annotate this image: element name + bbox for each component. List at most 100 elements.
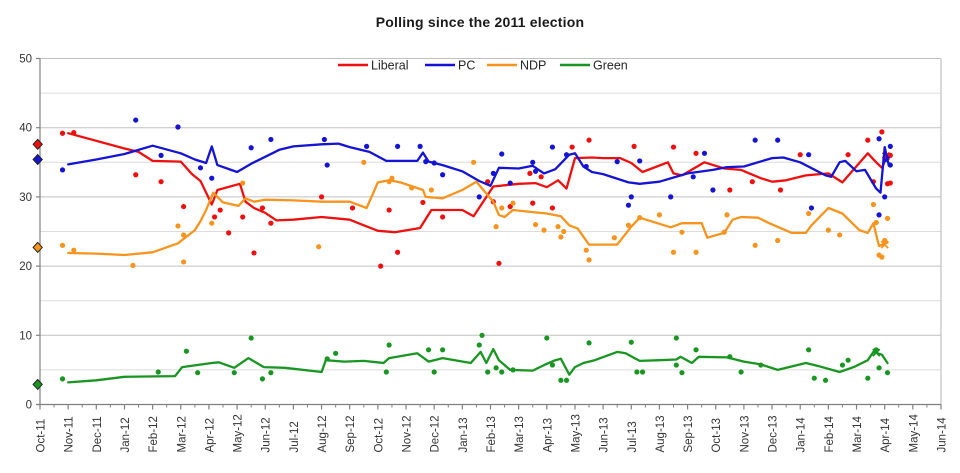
poll-dot-ndp xyxy=(59,242,66,248)
poll-dot-green xyxy=(485,369,491,375)
poll-dot-green xyxy=(440,347,446,353)
poll-dot-ndp xyxy=(471,159,477,165)
poll-dot-pc xyxy=(440,172,446,178)
poll-dot-pc xyxy=(133,117,139,123)
poll-dot-pc xyxy=(701,150,708,156)
poll-dot-ndp xyxy=(884,215,891,221)
poll-dot-pc xyxy=(808,205,815,211)
poll-dot-green xyxy=(839,362,846,368)
poll-dot-pc xyxy=(507,180,513,186)
poll-dot-pc xyxy=(248,145,254,151)
x-tick-label: Mar-12 xyxy=(176,416,188,452)
poll-dot-green xyxy=(231,370,237,376)
poll-dot-liberal xyxy=(631,143,637,149)
poll-dot-liberal xyxy=(749,179,755,185)
poll-dot-green xyxy=(383,369,389,375)
x-tick-label: Jan-12 xyxy=(120,417,132,452)
poll-dot-liberal xyxy=(158,179,164,185)
poll-dot-green xyxy=(549,362,556,368)
poll-dot-liberal xyxy=(797,152,803,158)
x-tick-label: Jul-13 xyxy=(627,421,639,452)
poll-dot-green xyxy=(558,377,564,383)
legend-label-ndp: NDP xyxy=(520,59,546,73)
poll-dot-green xyxy=(425,347,432,353)
poll-dot-green xyxy=(333,350,339,356)
poll-dot-liberal xyxy=(349,205,356,211)
poll-dot-ndp xyxy=(541,227,547,233)
poll-dot-ndp xyxy=(693,249,699,255)
current-average-x-ndp xyxy=(880,240,889,249)
poll-dot-liberal xyxy=(586,137,592,143)
poll-dot-pc xyxy=(637,158,643,164)
poll-dot-pc xyxy=(324,162,330,168)
poll-dot-pc xyxy=(476,194,482,200)
poll-dot-pc xyxy=(876,136,882,142)
trend-line-green xyxy=(67,347,889,384)
x-tick-label: Apr-13 xyxy=(542,418,554,453)
poll-dot-green xyxy=(586,340,592,346)
trend-line-pc xyxy=(67,142,891,194)
poll-dot-green xyxy=(268,370,274,376)
poll-dot-ndp xyxy=(71,247,77,253)
axes xyxy=(37,58,941,406)
poll-dot-liberal xyxy=(845,152,851,158)
poll-dot-ndp xyxy=(882,237,888,244)
poll-dot-green xyxy=(693,347,699,353)
poll-dot-pc xyxy=(690,174,696,180)
poll-dot-ndp xyxy=(670,249,677,255)
poll-dot-green xyxy=(479,332,485,338)
legend-label-pc: PC xyxy=(458,59,475,73)
poll-dot-liberal xyxy=(394,249,401,255)
poll-dot-liberal xyxy=(693,150,699,156)
poll-dot-liberal xyxy=(211,214,218,220)
poll-dot-liberal xyxy=(133,172,139,178)
y-axis-labels: 0 10 20 30 40 50 xyxy=(19,54,40,412)
series-liberal xyxy=(32,124,893,269)
poll-dot-green xyxy=(628,339,634,345)
x-axis-labels: Oct-11 Nov-11 Dec-11 Jan-12 Feb-12 Mar-12 Apr-… xyxy=(36,404,948,453)
x-tick-label: Oct-11 xyxy=(36,419,48,453)
x-tick-label: Mar-13 xyxy=(514,416,526,452)
y-tick-label: 30 xyxy=(19,192,32,204)
x-tick-label: Aug-13 xyxy=(655,415,667,452)
poll-dot-green xyxy=(195,370,201,376)
poll-dot-pc xyxy=(752,137,758,143)
x-tick-label: Sep-12 xyxy=(345,415,357,452)
poll-dot-pc xyxy=(209,175,215,181)
poll-dot-pc xyxy=(806,152,812,158)
poll-dot-pc xyxy=(197,165,204,171)
poll-dot-green xyxy=(822,377,829,383)
poll-dot-pc xyxy=(394,143,401,149)
poll-dot-green xyxy=(738,369,744,375)
poll-dot-green xyxy=(155,369,161,375)
trend-line-liberal xyxy=(67,132,889,234)
x-tick-label: Apr-14 xyxy=(880,417,892,452)
poll-dot-ndp xyxy=(625,222,632,228)
poll-dot-green xyxy=(183,348,190,354)
y-tick-label: 0 xyxy=(26,400,32,412)
x-tick-label: May-13 xyxy=(570,414,582,452)
poll-dot-pc xyxy=(59,167,66,173)
x-tick-label: Feb-13 xyxy=(486,416,498,452)
poll-dot-pc xyxy=(710,187,716,193)
poll-dot-green xyxy=(673,362,679,368)
series-ndp xyxy=(32,159,891,269)
series-green xyxy=(32,332,891,391)
poll-dot-liberal xyxy=(180,203,187,210)
current-average-x-green xyxy=(872,348,881,357)
poll-dot-ndp xyxy=(752,242,758,248)
poll-dot-liberal xyxy=(59,130,66,136)
election-diamond-liberal xyxy=(32,138,43,151)
poll-dot-ndp xyxy=(558,234,564,240)
poll-dot-pc xyxy=(614,159,620,165)
x-tick-label: May-12 xyxy=(233,414,245,452)
legend-label-green: Green xyxy=(593,59,628,73)
poll-dot-ndp xyxy=(806,210,812,217)
poll-dot-liberal xyxy=(420,199,426,206)
election-diamond-pc xyxy=(32,153,43,166)
poll-dot-pc xyxy=(668,194,674,200)
poll-dot-green xyxy=(865,375,871,381)
poll-dot-green xyxy=(544,335,550,341)
poll-dot-ndp xyxy=(583,247,589,253)
